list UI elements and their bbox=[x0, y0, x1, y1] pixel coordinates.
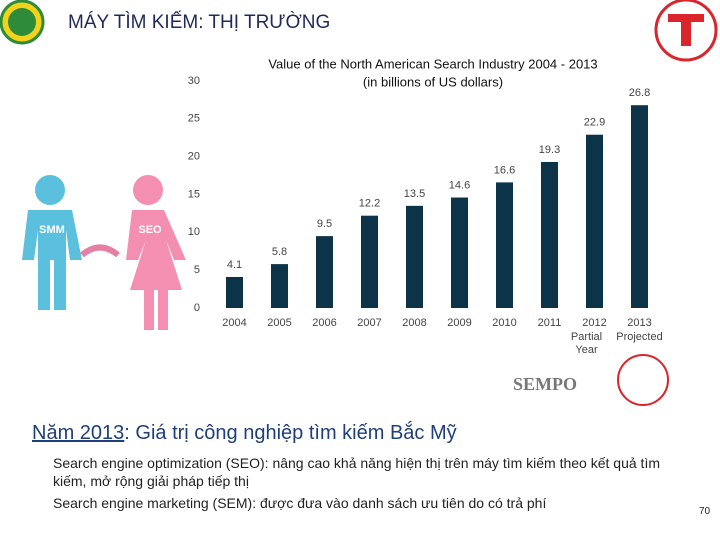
x-tick-label: 2011 bbox=[538, 317, 562, 329]
x-tick-note: Partial Year bbox=[571, 331, 602, 356]
bar bbox=[406, 205, 423, 308]
value-label: 9.5 bbox=[317, 218, 332, 230]
value-label: 22.9 bbox=[584, 117, 605, 129]
heading-year: Năm 2013 bbox=[32, 422, 125, 444]
bar bbox=[361, 215, 378, 308]
x-tick-label: 2005 bbox=[267, 317, 291, 329]
x-tick-label: 2010 bbox=[492, 317, 516, 329]
y-tick-label: 15 bbox=[188, 188, 200, 200]
y-tick-label: 10 bbox=[188, 226, 200, 238]
y-tick-label: 0 bbox=[194, 302, 200, 314]
x-tick-label: 2008 bbox=[402, 317, 426, 329]
bar bbox=[316, 236, 333, 308]
bullet: Search engine optimization (SEO): nâng c… bbox=[53, 455, 660, 489]
source-logo: SEMPO bbox=[513, 374, 577, 394]
bar bbox=[226, 276, 243, 308]
x-tick-label: 2009 bbox=[447, 317, 471, 329]
header: MÁY TÌM KIẾM: THỊ TRƯỜNG bbox=[68, 12, 331, 33]
y-tick-label: 30 bbox=[188, 75, 200, 87]
figure-woman bbox=[126, 175, 186, 330]
value-label: 26.8 bbox=[629, 87, 650, 99]
logo-left-inner bbox=[8, 8, 36, 36]
value-label: 4.1 bbox=[227, 259, 242, 271]
value-label: 14.6 bbox=[449, 179, 470, 191]
value-label: 12.2 bbox=[359, 198, 380, 210]
x-tick-label: 2006 bbox=[312, 317, 336, 329]
chart-title: Value of the North American Search Indus… bbox=[268, 56, 597, 71]
figure-label: SEO bbox=[138, 224, 162, 236]
x-tick-label: 2004 bbox=[222, 317, 246, 329]
value-label: 16.6 bbox=[494, 164, 515, 176]
bar bbox=[271, 264, 288, 308]
figure-label: SMM bbox=[39, 224, 65, 236]
x-tick-label: 2013 bbox=[627, 317, 651, 329]
chart-subtitle: (in billions of US dollars) bbox=[363, 74, 503, 89]
logo-right-mark bbox=[668, 14, 704, 46]
x-tick-note-line: Partial bbox=[571, 331, 602, 343]
stamp bbox=[617, 354, 669, 406]
bar bbox=[451, 197, 468, 308]
bar bbox=[496, 182, 513, 308]
page-number: 70 bbox=[699, 506, 711, 517]
figure-man bbox=[22, 175, 82, 310]
x-tick-label: 2007 bbox=[357, 317, 381, 329]
value-label: 19.3 bbox=[539, 144, 560, 156]
x-tick-label: 2012 bbox=[582, 317, 606, 329]
x-tick-note-line: Year bbox=[575, 344, 598, 356]
heading-rest: : Giá trị công nghiệp tìm kiếm Bắc Mỹ bbox=[124, 422, 457, 444]
value-label: 13.5 bbox=[404, 188, 425, 200]
heading: Năm 2013: Giá trị công nghiệp tìm kiếm B… bbox=[32, 422, 457, 445]
bar bbox=[586, 134, 603, 308]
hands bbox=[80, 244, 120, 258]
bar bbox=[631, 105, 648, 308]
bullet: Search engine marketing (SEM): được đưa … bbox=[53, 495, 547, 511]
value-label: 5.8 bbox=[272, 246, 287, 258]
y-tick-label: 5 bbox=[194, 264, 200, 276]
y-tick-label: 20 bbox=[188, 151, 200, 163]
bar bbox=[541, 161, 558, 308]
x-tick-note: Projected bbox=[616, 331, 662, 343]
y-tick-label: 25 bbox=[188, 113, 200, 125]
